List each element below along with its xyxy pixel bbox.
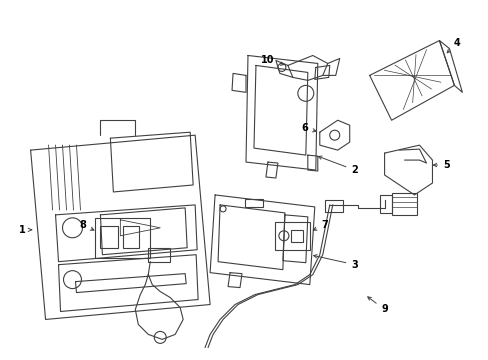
Text: 6: 6 [301, 123, 315, 133]
Text: 9: 9 [367, 297, 387, 315]
Text: 4: 4 [446, 37, 460, 53]
Bar [379, 195, 391, 213]
Text: 5: 5 [432, 160, 449, 170]
Bar [244, 199, 263, 207]
Bar [123, 226, 139, 248]
Bar [148, 248, 170, 262]
Text: 10: 10 [261, 55, 284, 66]
Bar [391, 193, 416, 215]
Text: 7: 7 [313, 220, 327, 230]
Bar [324, 200, 342, 212]
Text: 3: 3 [313, 255, 357, 270]
Bar [274, 222, 309, 250]
Text: 8: 8 [79, 220, 94, 230]
Bar [95, 218, 150, 258]
Text: 1: 1 [19, 225, 32, 235]
Bar [100, 226, 118, 248]
Bar [290, 230, 302, 242]
Text: 2: 2 [318, 156, 357, 175]
